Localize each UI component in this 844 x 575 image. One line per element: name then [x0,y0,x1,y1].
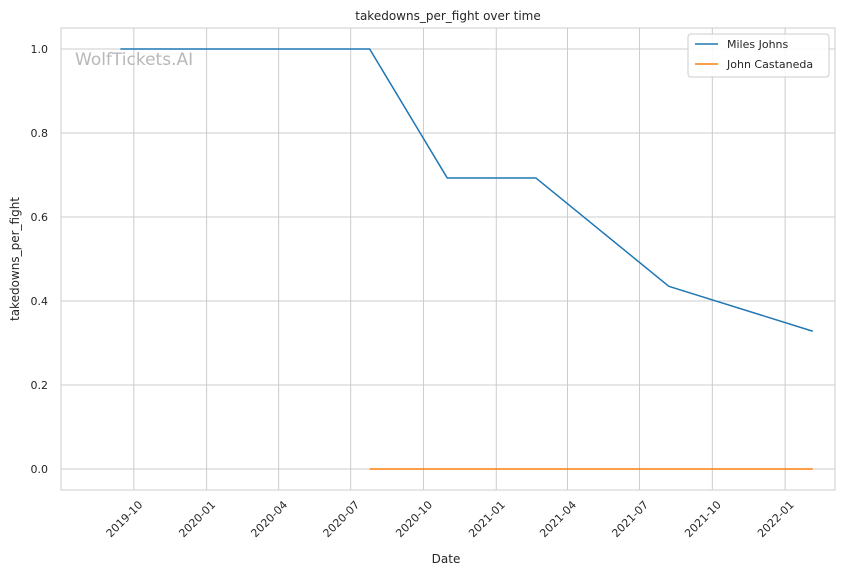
x-tick-label: 2019-10 [104,498,146,540]
y-tick-label: 1.0 [31,43,49,56]
y-tick-labels: 0.0 0.2 0.4 0.6 0.8 1.0 [31,43,49,476]
plot-area [60,27,836,491]
x-tick-label: 2021-10 [682,498,724,540]
x-tick-label: 2020-04 [249,498,291,540]
x-gridlines [133,28,786,490]
x-tick-label: 2020-07 [321,498,363,540]
y-tick-label: 0.2 [31,379,49,392]
x-tick-label: 2021-07 [609,498,651,540]
series-line-0 [120,48,814,332]
y-tick-label: 0.6 [31,211,49,224]
x-tick-label: 2020-10 [393,498,435,540]
x-tick-labels: 2019-10 2020-01 2020-04 2020-07 2020-10 2021-… [104,498,797,540]
x-tick-label: 2022-01 [755,498,797,540]
y-tick-label: 0.8 [31,127,49,140]
series-lines [120,48,814,470]
watermark: WolfTickets.AI [75,50,193,70]
y-axis-label: takedowns_per_fight [8,197,22,321]
y-gridlines [61,48,835,470]
legend: Miles Johns John Castaneda [687,33,830,78]
x-tick-label: 2020-01 [176,498,218,540]
x-axis-label: Date [432,552,461,566]
legend-label: John Castaneda [726,58,813,71]
x-tick-label: 2021-04 [537,498,579,540]
legend-label: Miles Johns [727,38,789,51]
y-tick-label: 0.4 [31,295,49,308]
chart-title: takedowns_per_fight over time [355,9,541,23]
x-tick-label: 2021-01 [466,498,508,540]
y-tick-label: 0.0 [31,463,49,476]
legend-box [687,33,830,78]
